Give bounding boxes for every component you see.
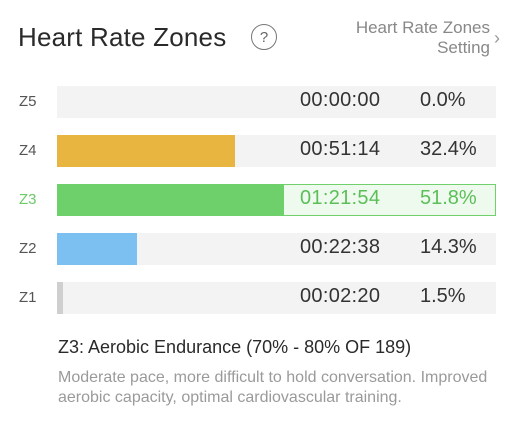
page-title: Heart Rate Zones (18, 22, 227, 52)
zone-bar-track (57, 282, 496, 314)
zone-time: 00:02:20 (300, 285, 381, 307)
zone-description-title: Z3: Aerobic Endurance (70% - 80% OF 189) (58, 337, 412, 357)
header: Heart Rate Zones ? Heart Rate Zones Sett… (18, 18, 500, 66)
chevron-right-icon[interactable]: › (494, 28, 500, 48)
zone-percent: 32.4% (420, 138, 477, 160)
zone-bar-track (57, 233, 496, 265)
zone-label: Z4 (19, 142, 37, 159)
zone-bar-track (57, 135, 496, 167)
zone-time: 00:00:00 (300, 89, 381, 111)
zone-time: 00:22:38 (300, 236, 381, 258)
zone-row-active: Z3 01:21:54 51.8% (0, 184, 512, 233)
zone-bar-track (57, 184, 496, 216)
zone-label: Z1 (19, 289, 37, 306)
zone-row: Z1 00:02:20 1.5% (0, 282, 512, 331)
active-zone-outline (57, 184, 496, 216)
zone-time: 00:51:14 (300, 138, 381, 160)
zone-row: Z5 00:00:00 0.0% (0, 86, 512, 135)
zone-bar-tint (284, 184, 496, 216)
zone-bar-fill (57, 184, 285, 216)
zone-list: Z5 00:00:00 0.0% Z4 00:51:14 32.4% Z3 01… (0, 86, 512, 331)
zone-bar-fill (57, 135, 236, 167)
heart-rate-zones-setting-link[interactable]: Heart Rate Zones Setting (356, 18, 490, 58)
zone-label: Z5 (19, 93, 37, 110)
zone-bar-fill (57, 233, 137, 265)
zone-row: Z4 00:51:14 32.4% (0, 135, 512, 184)
help-icon[interactable]: ? (251, 24, 277, 50)
zone-bar-fill (57, 282, 64, 314)
zone-bar-track (57, 86, 496, 118)
zone-time: 01:21:54 (300, 187, 381, 209)
zone-percent: 1.5% (420, 285, 466, 307)
zone-description-text: Moderate pace, more difficult to hold co… (58, 369, 488, 406)
zone-percent: 14.3% (420, 236, 477, 258)
zone-percent: 51.8% (420, 187, 477, 209)
zone-percent: 0.0% (420, 89, 466, 111)
zone-row: Z2 00:22:38 14.3% (0, 233, 512, 282)
setting-link-line2: Setting (437, 38, 490, 57)
setting-link-line1: Heart Rate Zones (355, 18, 490, 37)
zone-label: Z2 (19, 240, 37, 257)
zone-label: Z3 (19, 191, 37, 208)
